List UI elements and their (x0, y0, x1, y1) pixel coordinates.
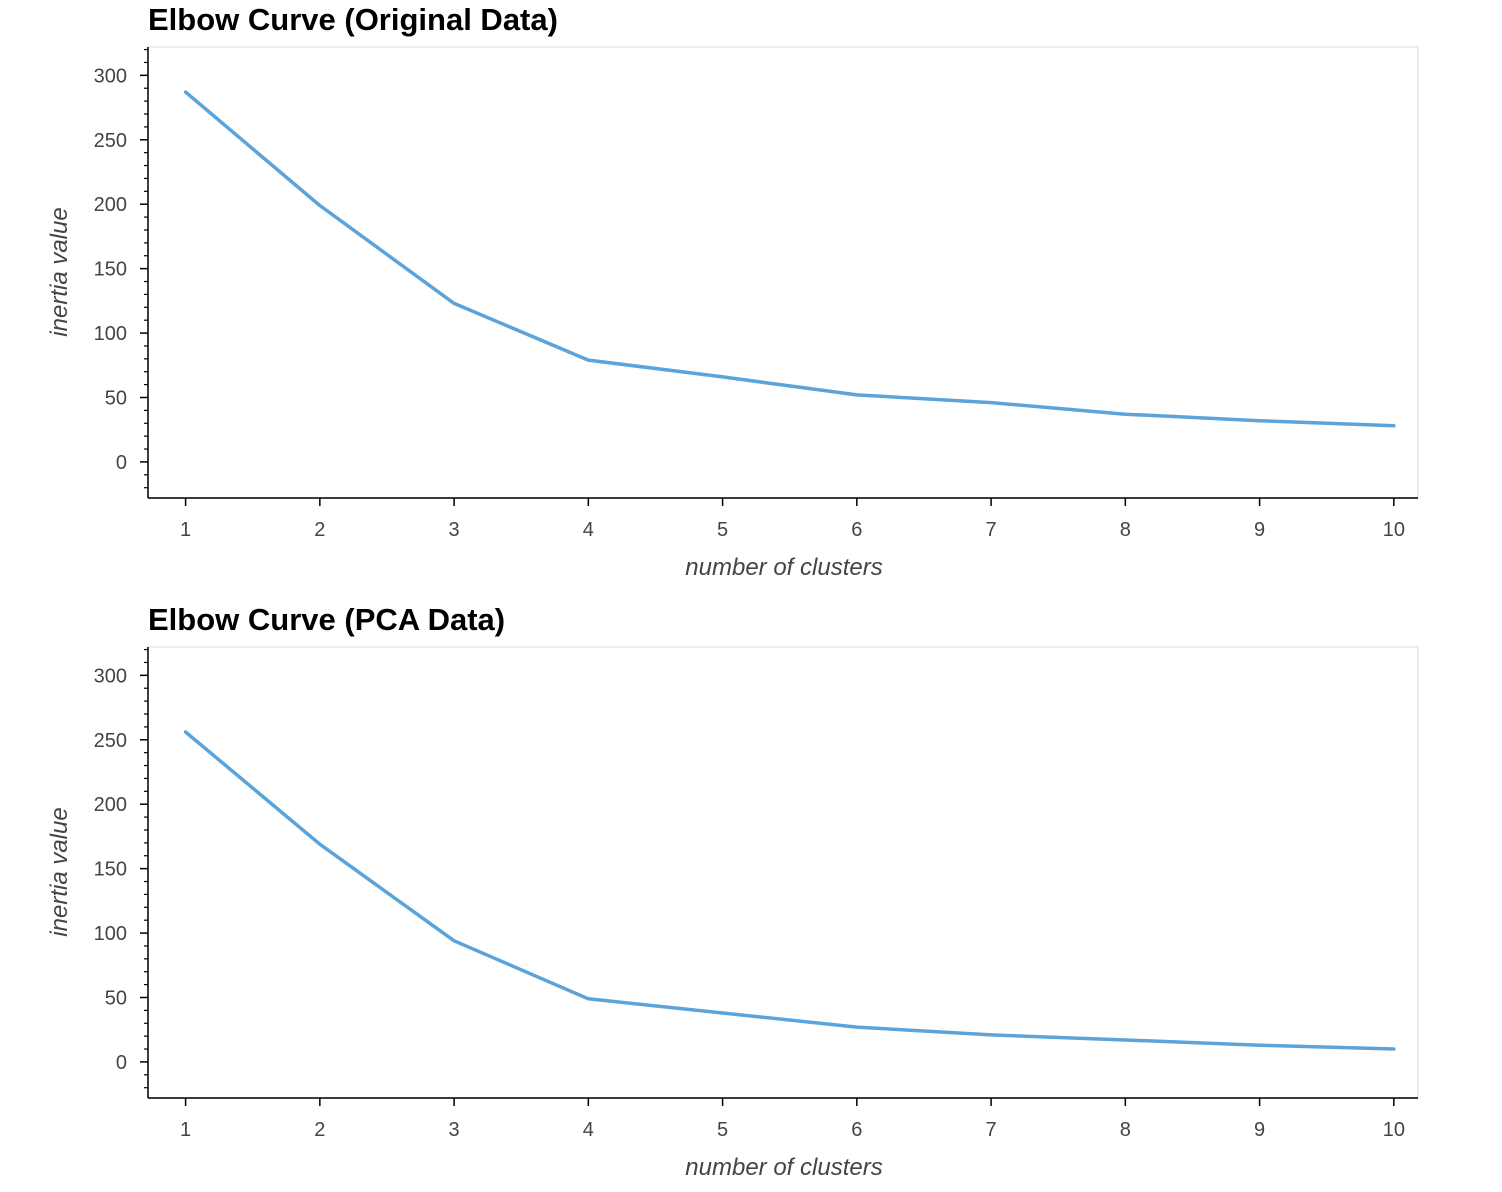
x-tick-label: 2 (314, 519, 325, 541)
y-axis-label: inertia value (46, 207, 73, 336)
x-tick-label: 9 (1254, 519, 1265, 541)
y-axis: 0 50 100 150 200 250 300 (94, 47, 149, 498)
x-tick-label: 1 (180, 1119, 191, 1141)
x-axis: 1 2 3 4 5 6 7 8 9 10 (148, 1097, 1418, 1141)
y-tick-label: 0 (116, 452, 127, 474)
chart-title: Elbow Curve (PCA Data) (148, 602, 505, 637)
chart-panel-original: Elbow Curve (Original Data) 0 50 100 150 200… (0, 0, 1502, 592)
y-tick-label: 300 (94, 665, 127, 687)
x-tick-label: 5 (717, 519, 728, 541)
chart-original-svg: Elbow Curve (Original Data) 0 50 100 150 200… (46, 2, 1419, 581)
chart-pca-svg: Elbow Curve (PCA Data) 05010015020025030… (46, 602, 1419, 1181)
y-tick-label: 0 (116, 1052, 127, 1074)
x-tick-label: 4 (583, 519, 594, 541)
x-axis: 1 2 3 4 5 6 7 8 9 10 (148, 497, 1418, 541)
y-axis: 0 50 100 150 200 250 300 (94, 647, 149, 1098)
y-tick-label: 50 (105, 987, 127, 1009)
y-tick-label: 250 (94, 130, 127, 152)
y-tick-label: 150 (94, 859, 127, 881)
chart-title: Elbow Curve (Original Data) (148, 2, 558, 37)
y-tick-label: 200 (94, 194, 127, 216)
y-tick-label: 300 (94, 65, 127, 87)
y-tick-label: 100 (94, 923, 127, 945)
x-tick-label: 4 (583, 1119, 594, 1141)
y-tick-label: 200 (94, 794, 127, 816)
series-line (183, 730, 1396, 1051)
x-tick-label: 8 (1120, 519, 1131, 541)
x-tick-label: 2 (314, 1119, 325, 1141)
y-tick-label: 250 (94, 730, 127, 752)
x-tick-label: 7 (986, 1119, 997, 1141)
series-line (183, 90, 1396, 428)
x-tick-label: 7 (986, 519, 997, 541)
x-tick-label: 3 (449, 1119, 460, 1141)
y-tick-label: 100 (94, 323, 127, 345)
x-tick-label: 5 (717, 1119, 728, 1141)
x-axis-label: number of clusters (685, 1154, 882, 1181)
y-tick-label: 150 (94, 259, 127, 281)
plot-frame (147, 646, 1419, 1099)
y-tick-label: 50 (105, 387, 127, 409)
x-tick-label: 6 (851, 1119, 862, 1141)
x-tick-label: 10 (1383, 1119, 1405, 1141)
x-tick-label: 3 (449, 519, 460, 541)
x-tick-label: 6 (851, 519, 862, 541)
plot-frame (147, 46, 1419, 499)
x-tick-label: 8 (1120, 1119, 1131, 1141)
y-axis-label: inertia value (46, 807, 73, 936)
x-tick-label: 9 (1254, 1119, 1265, 1141)
x-tick-label: 10 (1383, 519, 1405, 541)
chart-panel-pca: Elbow Curve (PCA Data) 0 50 100 150 200 250 30… (0, 600, 1502, 1192)
x-axis-label: number of clusters (685, 554, 882, 581)
x-tick-label: 1 (180, 519, 191, 541)
